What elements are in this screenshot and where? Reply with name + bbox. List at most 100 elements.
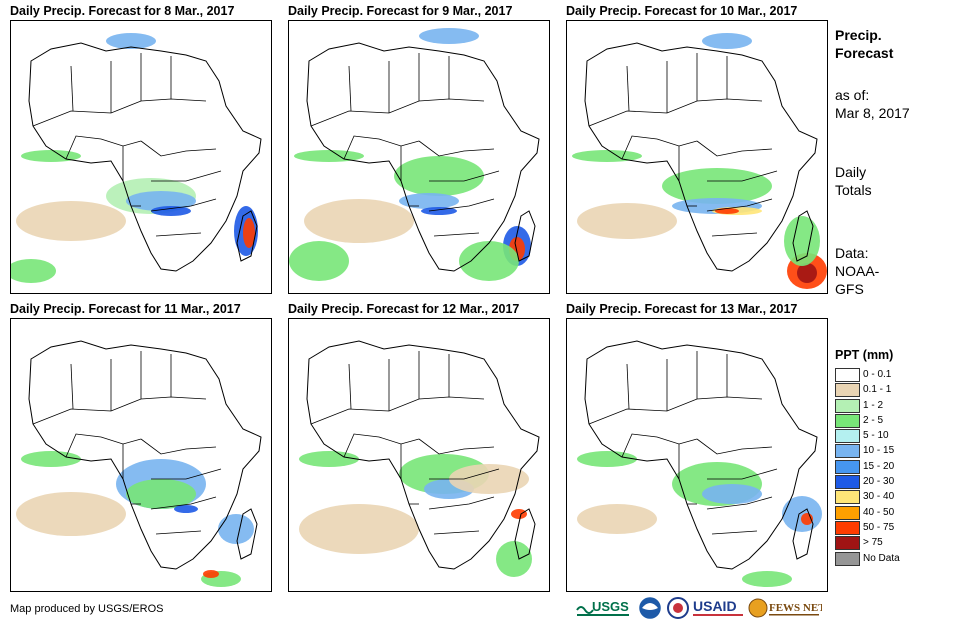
country-border [32, 98, 207, 127]
legend-label: 15 - 20 [863, 460, 895, 472]
africa-map [11, 33, 262, 283]
panel-title: Daily Precip. Forecast for 10 Mar., 2017 [566, 4, 798, 18]
country-border [706, 198, 773, 212]
country-border [343, 433, 420, 458]
precip-area [151, 206, 191, 216]
country-border [433, 232, 480, 237]
svg-text:FEWS NET: FEWS NET [769, 602, 822, 614]
legend-swatch [835, 505, 860, 520]
island-outline [792, 210, 814, 262]
island-outline [792, 508, 814, 560]
legend-label: 20 - 30 [863, 476, 895, 488]
legend-swatch [835, 551, 860, 566]
country-border [151, 170, 222, 182]
panel-title: Daily Precip. Forecast for 8 Mar., 2017 [10, 4, 235, 18]
country-border [65, 135, 142, 160]
country-border [155, 530, 202, 535]
precip-area [449, 464, 529, 494]
legend-swatch [835, 459, 860, 474]
precip-area [304, 199, 414, 243]
legend-label: 5 - 10 [863, 430, 889, 442]
info-asof: as of: Mar 8, 2017 [835, 87, 910, 121]
legend-swatch [835, 490, 860, 505]
forecast-panel-6: Daily Precip. Forecast for 13 Mar., 2017 [566, 302, 828, 594]
forecast-map [10, 20, 272, 294]
precip-area [702, 484, 762, 504]
africa-map [572, 33, 827, 289]
precip-area [742, 571, 792, 587]
country-border [428, 198, 495, 212]
legend-label: 50 - 75 [863, 521, 895, 533]
country-border [418, 438, 495, 455]
precip-area [782, 496, 822, 532]
forecast-map [288, 20, 550, 294]
precip-area [11, 259, 56, 283]
precip-area [662, 168, 772, 204]
africa-map [299, 340, 540, 577]
country-border [711, 232, 758, 237]
africa-map [577, 340, 822, 587]
legend-swatch [835, 413, 860, 428]
credit-text: Map produced by USGS/EROS [10, 603, 164, 615]
legend-swatch [835, 536, 860, 551]
precip-area [203, 570, 219, 578]
country-border [707, 170, 778, 182]
legend-swatch [835, 444, 860, 459]
forecast-map [566, 20, 828, 294]
usgs-logo: USGS [576, 596, 632, 620]
country-border [70, 363, 74, 410]
precip-area [299, 451, 359, 467]
country-border [696, 140, 773, 157]
legend-swatch [835, 398, 860, 413]
country-border [150, 198, 217, 212]
legend-label: No Data [863, 552, 900, 564]
coastline [306, 340, 540, 570]
info-heading: Precip. Forecast [835, 27, 894, 61]
precip-area [16, 492, 126, 536]
precip-area [577, 203, 677, 239]
coastline [28, 340, 262, 570]
country-border [155, 232, 202, 237]
country-border [626, 363, 630, 410]
precip-area [797, 263, 817, 283]
country-border [70, 65, 74, 112]
country-border [140, 438, 217, 455]
coastline [584, 340, 818, 570]
country-border [429, 170, 500, 182]
precip-area [459, 241, 519, 281]
country-border [429, 468, 500, 480]
fewsnet-logo: FEWS NET [748, 596, 826, 620]
country-border [711, 530, 758, 535]
island-outline [236, 508, 258, 560]
country-border [310, 396, 485, 425]
country-border [428, 496, 495, 510]
legend-label: 1 - 2 [863, 399, 884, 411]
usaid-seal [666, 596, 690, 620]
country-border [588, 396, 763, 425]
legend-label: 2 - 5 [863, 414, 884, 426]
precip-area [577, 451, 637, 467]
panel-title: Daily Precip. Forecast for 12 Mar., 2017 [288, 302, 520, 316]
country-border [348, 363, 352, 410]
country-border [621, 135, 698, 160]
precip-area [243, 218, 255, 248]
country-border [140, 140, 217, 157]
precip-area [126, 479, 196, 509]
precip-area [702, 33, 752, 49]
precip-area [784, 216, 820, 266]
panel-title: Daily Precip. Forecast for 13 Mar., 2017 [566, 302, 798, 316]
legend-swatch [835, 429, 860, 444]
precip-area [126, 191, 196, 211]
country-border [150, 496, 217, 510]
svg-text:USAID: USAID [693, 598, 737, 614]
africa-map [16, 340, 262, 587]
island-outline [514, 508, 536, 560]
panel-title: Daily Precip. Forecast for 11 Mar., 2017 [10, 302, 241, 316]
legend-label: 10 - 15 [863, 445, 895, 457]
precip-area [299, 504, 419, 554]
precip-area [218, 514, 254, 544]
precip-area [511, 509, 527, 519]
legend-swatch [835, 368, 860, 382]
forecast-panel-1: Daily Precip. Forecast for 8 Mar., 2017 [10, 4, 272, 296]
forecast-panel-5: Daily Precip. Forecast for 12 Mar., 2017 [288, 302, 550, 594]
